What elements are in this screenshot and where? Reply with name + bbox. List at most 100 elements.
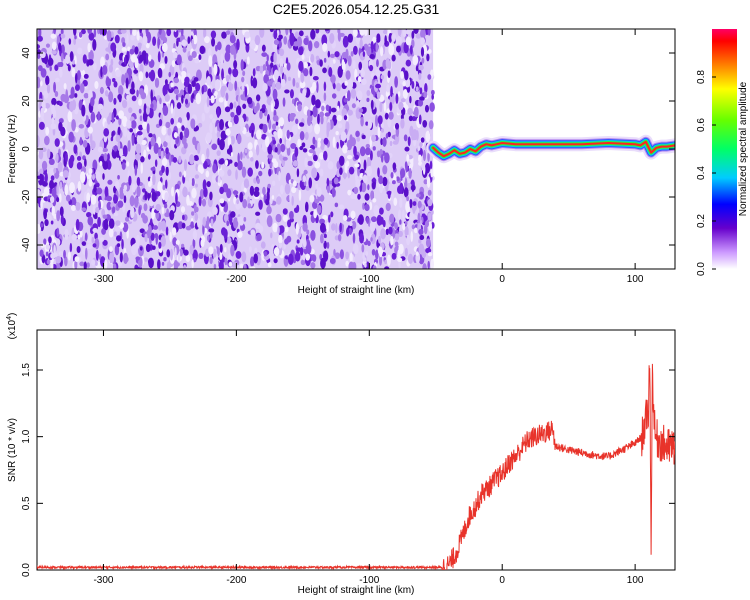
noise-speckle [95,249,99,261]
noise-speckle [146,229,151,239]
noise-speckle [240,59,244,71]
noise-speckle [134,196,139,208]
noise-speckle [178,155,182,164]
noise-speckle [150,232,155,241]
noise-speckle [355,179,361,188]
noise-speckle [247,142,253,150]
noise-speckle [87,42,91,53]
noise-speckle [249,185,255,196]
noise-speckle [195,163,199,171]
noise-speckle [266,215,273,228]
noise-speckle [69,242,73,253]
noise-speckle [362,51,366,57]
noise-speckle [409,45,413,55]
noise-speckle [352,60,356,70]
noise-speckle [44,135,50,146]
noise-speckle [214,78,221,91]
noise-speckle [336,141,339,149]
noise-speckle [350,194,357,200]
noise-speckle [97,103,104,110]
noise-speckle [219,118,225,131]
noise-speckle [332,83,336,90]
noise-speckle [221,227,227,236]
noise-speckle [188,55,193,62]
noise-speckle [391,252,397,260]
noise-speckle [40,68,47,78]
noise-speckle [74,84,81,91]
noise-speckle [39,168,44,175]
signal-track [432,140,675,158]
noise-speckle [316,81,319,93]
noise-speckle [367,184,370,191]
noise-speckle [360,69,366,78]
noise-speckle [267,144,273,155]
noise-speckle [385,57,390,69]
noise-speckle [203,187,208,198]
noise-speckle [289,210,294,220]
noise-speckle [122,42,126,47]
y-tick-label: -20 [21,189,32,204]
noise-speckle [195,82,201,92]
noise-speckle [94,81,99,89]
noise-speckle [284,89,290,94]
noise-speckle [153,225,159,230]
noise-speckle [428,120,434,130]
noise-speckle [219,243,223,253]
noise-speckle [364,147,371,156]
noise-speckle [282,214,288,222]
noise-speckle [319,111,325,118]
noise-speckle [300,259,306,266]
noise-speckle [138,124,144,131]
noise-speckle [402,80,406,87]
noise-speckle [141,139,147,146]
noise-speckle [357,75,362,83]
noise-speckle [37,35,43,42]
noise-speckle [241,82,245,92]
noise-speckle [132,74,138,84]
noise-speckle [315,183,319,189]
noise-speckle [62,170,69,178]
noise-speckle [155,123,161,128]
noise-speckle [157,36,160,49]
noise-speckle [149,69,156,82]
y-tick-label: 1.0 [21,429,32,443]
noise-speckle [37,65,43,72]
noise-speckle [263,74,269,84]
noise-speckle [230,211,236,218]
noise-speckle [347,55,352,67]
noise-speckle [309,66,313,77]
noise-speckle [136,176,141,186]
noise-speckle [302,88,307,98]
noise-speckle [283,36,288,45]
noise-speckle [116,243,121,248]
noise-speckle [81,104,86,117]
noise-speckle [104,90,109,97]
noise-speckle [421,163,425,171]
noise-speckle [413,219,419,224]
noise-speckle [43,238,47,245]
noise-speckle [263,251,268,257]
noise-speckle [56,210,61,222]
noise-speckle [203,29,207,39]
noise-speckle [166,208,169,216]
noise-speckle [400,118,405,129]
noise-speckle [100,256,106,267]
noise-speckle [417,99,424,107]
noise-speckle [261,161,265,169]
noise-speckle [317,137,321,142]
noise-speckle [212,118,216,124]
noise-speckle [157,67,163,79]
noise-speckle [189,244,194,255]
noise-speckle [396,35,402,45]
noise-speckle [143,149,147,158]
noise-speckle [102,214,108,219]
noise-speckle [394,229,399,235]
noise-speckle [222,41,226,50]
noise-speckle [334,252,341,259]
noise-speckle [51,188,57,198]
noise-speckle [273,39,280,45]
noise-speckle [346,155,353,160]
noise-speckle [233,60,238,69]
noise-speckle [250,256,255,268]
noise-speckle [366,97,370,103]
